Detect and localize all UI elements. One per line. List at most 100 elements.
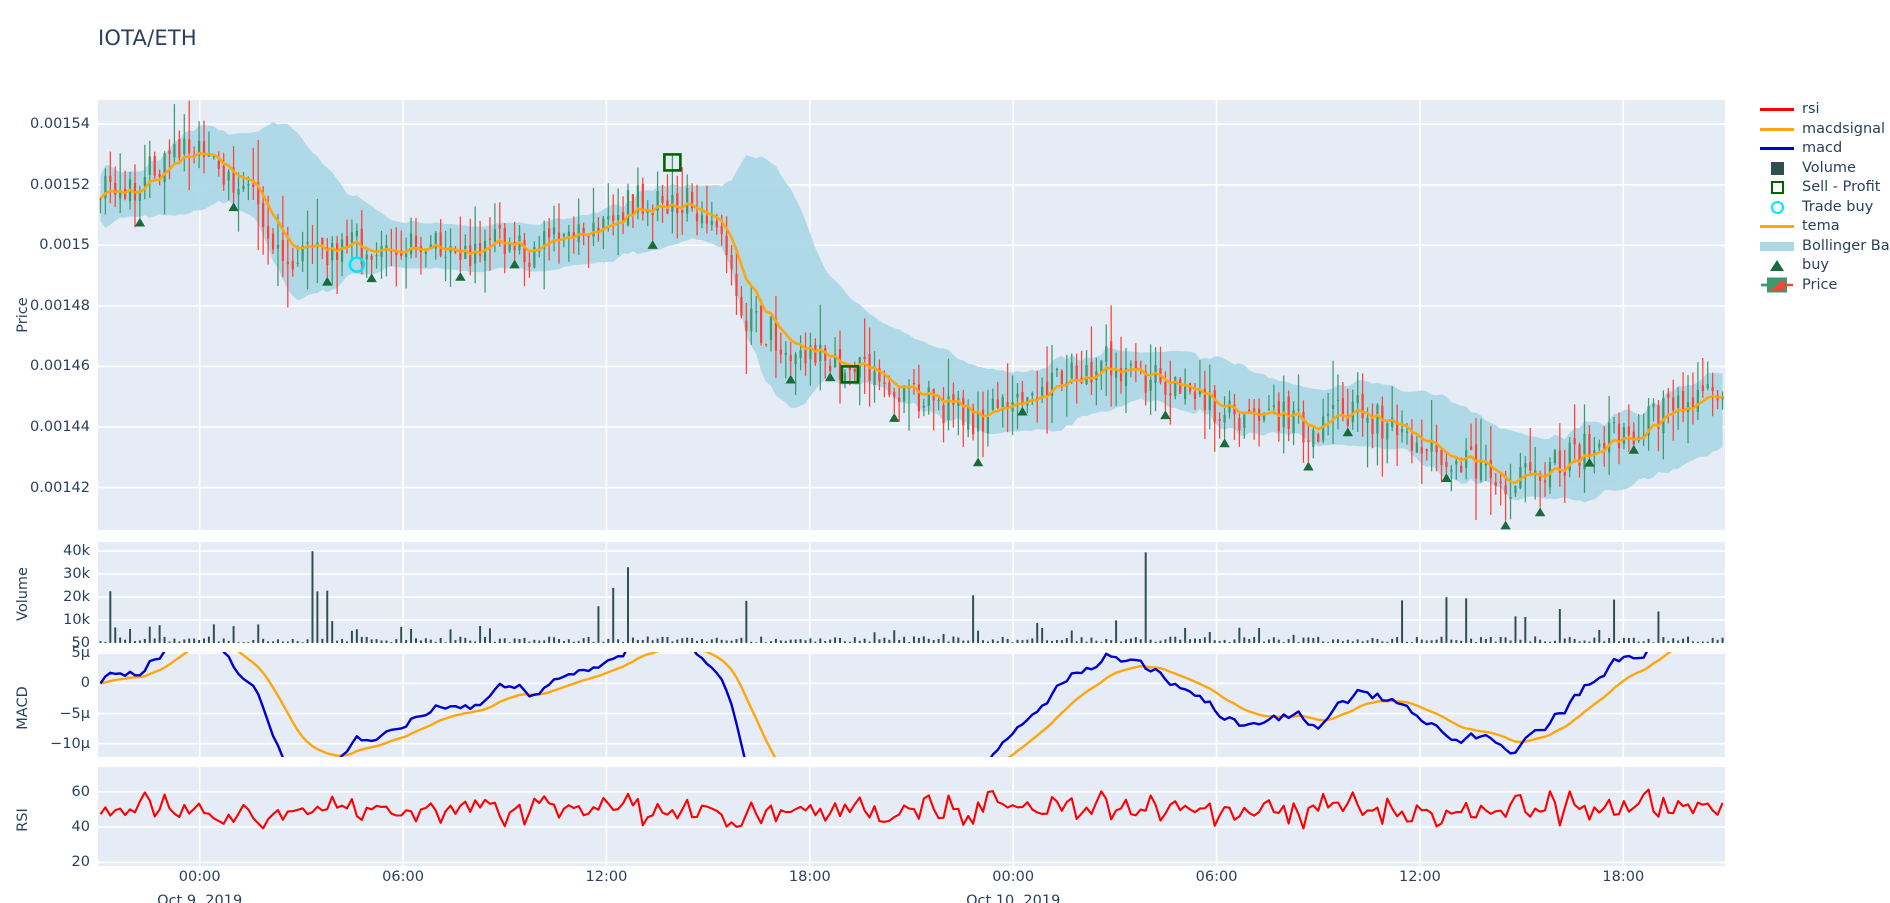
buy-marker [455, 271, 466, 281]
buy-marker [228, 202, 239, 212]
rsi-plot-svg [98, 767, 1725, 866]
legend-item-label: Sell - Profit [1802, 179, 1881, 196]
legend-item-label: Volume [1802, 159, 1856, 176]
legend-item-tema[interactable]: tema [1758, 217, 1890, 237]
line-swatch-icon [1758, 139, 1796, 158]
buy-marker [1303, 461, 1314, 471]
price-axis-title: Price [15, 297, 31, 333]
volume-bars [99, 551, 1724, 643]
y-tick-label: 40k [63, 543, 90, 560]
y-tick-label: 60 [71, 783, 90, 800]
buy-marker [366, 273, 377, 283]
y-tick-label: 30k [63, 566, 90, 583]
x-tick-label: 06:00 [1195, 869, 1238, 885]
legend-item-trade-buy[interactable]: Trade buy [1758, 198, 1890, 218]
band-swatch-icon [1758, 237, 1796, 256]
legend-item-label: Price [1802, 276, 1838, 293]
macd-line [99, 652, 1649, 757]
y-tick-label: −10μ [50, 735, 90, 752]
circle-open-swatch-icon [1758, 198, 1796, 217]
rsi-line [99, 788, 1724, 830]
circle-open-swatch-icon [1770, 200, 1784, 214]
macdsignal-line [100, 652, 1673, 757]
square-swatch-icon [1770, 161, 1784, 175]
y-tick-label: 0.00142 [30, 479, 90, 496]
buy-marker [509, 259, 520, 269]
square-swatch-icon [1758, 159, 1796, 178]
buy-marker [1160, 410, 1171, 420]
y-tick-label: 5μ [71, 645, 90, 662]
y-tick-label: 20k [63, 589, 90, 606]
y-tick-label: 0.00144 [30, 419, 90, 436]
volume-plot-svg [98, 542, 1725, 643]
buy-marker [972, 457, 984, 467]
legend-item-buy[interactable]: buy [1758, 256, 1890, 276]
line-swatch-icon [1758, 120, 1796, 139]
buy-marker [1342, 427, 1354, 437]
buy-marker [1500, 520, 1511, 530]
tema-line [99, 151, 1723, 485]
y-tick-label: −5μ [59, 705, 90, 722]
line-swatch-icon [1760, 147, 1794, 151]
legend-item-label: Trade buy [1802, 198, 1874, 215]
rsi-subplot[interactable] [98, 767, 1725, 866]
page-title: IOTA/ETH [98, 26, 197, 50]
line-swatch-icon [1760, 127, 1794, 131]
candlestick-swatch-icon [1758, 276, 1796, 295]
square-open-swatch-icon [1770, 181, 1784, 195]
legend-item-label: macdsignal [1802, 120, 1886, 137]
line-swatch-icon [1758, 100, 1796, 119]
legend-item-label: macd [1802, 140, 1843, 157]
x-tick-label: 00:00 [178, 869, 221, 885]
x-tick-label: 12:00 [1399, 869, 1441, 885]
legend-item-macd[interactable]: macd [1758, 139, 1890, 159]
macd-subplot[interactable] [98, 652, 1725, 757]
x-tick-label: 12:00 [585, 869, 628, 885]
triangle-swatch-icon [1770, 260, 1784, 272]
x-tick-label: 18:00 [788, 869, 831, 885]
legend-item-macdsignal[interactable]: macdsignal [1758, 120, 1890, 140]
sell-profit-marker [663, 153, 682, 172]
x-date-label: Oct 9, 2019 [157, 893, 243, 903]
buy-marker [134, 217, 146, 227]
buy-marker [1441, 473, 1452, 483]
buy-marker [824, 372, 836, 382]
x-tick-label: 06:00 [382, 869, 424, 885]
y-tick-label: 0.0015 [39, 237, 90, 254]
candlestick-swatch-icon [1761, 277, 1793, 293]
legend-item-volume[interactable]: Volume [1758, 159, 1890, 179]
legend-item-label: tema [1802, 218, 1840, 235]
line-swatch-icon [1760, 225, 1794, 229]
x-date-label: Oct 10, 2019 [966, 893, 1061, 903]
y-tick-label: 0.00152 [30, 176, 90, 193]
y-tick-label: 0.00148 [30, 297, 90, 314]
buy-marker [889, 413, 900, 422]
x-tick-label: 18:00 [1602, 869, 1645, 885]
triangle-swatch-icon [1758, 256, 1796, 275]
macd-plot-svg [98, 652, 1725, 757]
legend-item-price[interactable]: Price [1758, 276, 1890, 296]
legend-item-bollinger-band[interactable]: Bollinger Band [1758, 237, 1890, 257]
square-open-swatch-icon [1758, 178, 1796, 197]
bollinger-band [100, 122, 1723, 503]
trade-buy-marker [348, 256, 366, 273]
buy-marker [1534, 507, 1546, 517]
buy-marker [1628, 444, 1639, 454]
buy-marker [1584, 457, 1595, 467]
volume-subplot[interactable] [98, 542, 1725, 643]
legend-item-label: rsi [1802, 101, 1820, 118]
y-tick-label: 0.00146 [30, 358, 90, 375]
band-swatch-icon [1760, 241, 1794, 251]
buy-marker [647, 240, 658, 249]
legend-item-rsi[interactable]: rsi [1758, 100, 1890, 120]
price-plot-svg [98, 100, 1725, 530]
legend[interactable]: rsi macdsignal macd Volume Sell - Profit Trad… [1758, 100, 1890, 295]
line-swatch-icon [1758, 217, 1796, 236]
legend-item-sell-profit[interactable]: Sell - Profit [1758, 178, 1890, 198]
y-tick-label: 40 [71, 819, 90, 836]
buy-marker [1017, 406, 1028, 416]
buy-marker [785, 374, 796, 384]
price-subplot[interactable] [98, 100, 1725, 530]
buy-marker [1219, 438, 1230, 448]
